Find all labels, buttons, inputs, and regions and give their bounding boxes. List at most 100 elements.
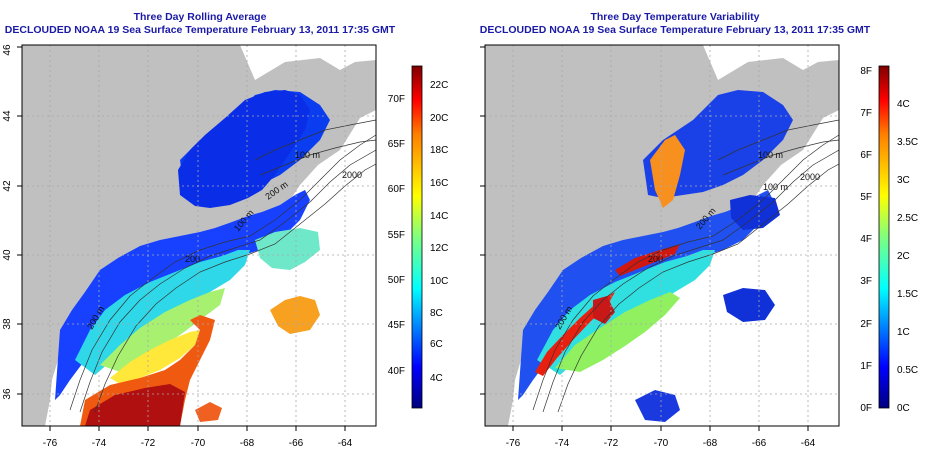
colorbar-c-label: 0C [897,403,910,414]
offshore-patch [255,228,320,270]
colorbar-f-label: 0F [860,403,872,414]
variability-orange [650,135,685,208]
contour-label: 2000 [800,172,820,182]
colorbar-f-label: 2F [860,319,872,330]
lat-tick-label: 38 [475,318,477,330]
colorbar-f-label: 6F [860,150,872,161]
colorbar-f-label: 8F [860,66,872,77]
colorbar-c-label: 3.5C [897,137,918,148]
lat-tick-label: 38 [2,318,13,330]
northern-blue [178,90,310,208]
lon-tick-label: -76 [43,438,58,449]
colorbar-c-label: 10C [430,276,448,287]
colorbar-f-label: 1F [860,361,872,372]
contour-label: 2000 [342,170,362,180]
lat-tick-label: 40 [2,249,13,261]
map-frame [21,44,377,427]
lon-tick-label: -72 [604,438,619,449]
contour-label: 200 [185,254,200,264]
variability-green [555,292,680,372]
colorbar-c-label: 8C [430,308,443,319]
lon-tick-label: -76 [506,438,521,449]
lat-tick-label: 42 [475,180,477,192]
panel-subtitle: DECLOUDED NOAA 19 Sea Surface Temperatur… [479,24,871,36]
colorbar-f-label: 65F [388,139,405,150]
yellow-band [110,330,200,384]
colorbar-f-label: 45F [388,320,405,331]
slope-water [75,250,250,375]
lat-tick-label: 42 [2,180,13,192]
sst-variability-panel: Three Day Temperature Variability DECLOU… [475,0,950,475]
colorbar-f-label: 3F [860,276,872,287]
lon-tick-label: -66 [289,438,304,449]
sst-variability-map: 100 m 100 m 2000 200 m 200 m 200 -76 -74… [475,44,918,449]
sst-average-map: 100 m 200 m 2000 100 m 200 m 200 -76 -74… [2,44,448,449]
lat-tick-label: 46 [475,44,477,56]
variability-field [518,190,773,400]
variability-offshore [723,288,775,322]
contour-label: 100 m [758,150,783,160]
colorbar-c-label: 20C [430,113,448,124]
colorbar-c-label: 6C [430,339,443,350]
green-band [100,288,225,372]
panel-title: Three Day Rolling Average [133,11,267,23]
lon-tick-label: -74 [92,438,107,449]
lat-tick-label: 44 [2,110,13,122]
colorbar-c-label: 1.5C [897,289,918,300]
gulf-stream-core [85,384,185,426]
graticule [485,45,839,426]
variability-offshore [730,195,780,230]
colorbar-c-label: 2C [897,251,910,262]
colorbar-c-label: 14C [430,211,448,222]
offshore-patch [270,296,320,334]
colorbar-c-label: 2.5C [897,213,918,224]
colorbar-f-label: 5F [860,192,872,203]
colorbar-c-label: 3C [897,175,910,186]
panel-title: Three Day Temperature Variability [590,11,760,23]
contour-label: 200 [648,254,663,264]
lat-tick-label: 44 [475,110,477,122]
lat-tick-label: 40 [475,249,477,261]
lat-tick-label: 46 [2,44,13,56]
colorbar-c-label: 22C [430,80,448,91]
variability-red-streak [615,244,680,276]
colorbar-c-label: 12C [430,243,448,254]
lon-tick-label: -64 [338,438,353,449]
colorbar-f-label: 60F [388,184,405,195]
colorbar-c-label: 1C [897,327,910,338]
panel-subtitle: DECLOUDED NOAA 19 Sea Surface Temperatur… [4,24,396,36]
colorbar-c-label: 18C [430,145,448,156]
colorbar [411,65,423,409]
colorbar-f-label: 55F [388,230,405,241]
colorbar-c-label: 4C [897,99,910,110]
lon-tick-label: -74 [555,438,570,449]
colorbar-f-label: 50F [388,275,405,286]
colorbar-f-label: 4F [860,234,872,245]
contour-label: 100 m [295,150,320,160]
bathymetry-contours [69,119,376,413]
variability-red-streak [593,296,615,324]
sst-average-panel: Three Day Rolling Average DECLOUDED NOAA… [2,11,448,449]
lat-tick-label: 36 [475,388,477,400]
contour-label: 100 m [763,182,788,192]
colorbar-c-label: 4C [430,373,443,384]
lon-tick-label: -66 [752,438,767,449]
variability-offshore [635,390,680,422]
offshore-patch [195,402,222,422]
lon-tick-label: -64 [801,438,816,449]
shelf-water [55,190,310,400]
colorbar-c-label: 16C [430,178,448,189]
colorbar-f-label: 40F [388,366,405,377]
graticule [22,45,376,426]
colorbar-f-label: 70F [388,94,405,105]
colorbar-c-label: 0.5C [897,365,918,376]
lon-tick-label: -68 [703,438,718,449]
lon-tick-label: -72 [141,438,156,449]
lat-tick-label: 36 [2,388,13,400]
lon-tick-label: -68 [240,438,255,449]
lon-tick-label: -70 [191,438,206,449]
map-frame [484,44,840,427]
bathymetry-contours [532,119,839,413]
colorbar [878,65,890,409]
colorbar-f-label: 7F [860,108,872,119]
